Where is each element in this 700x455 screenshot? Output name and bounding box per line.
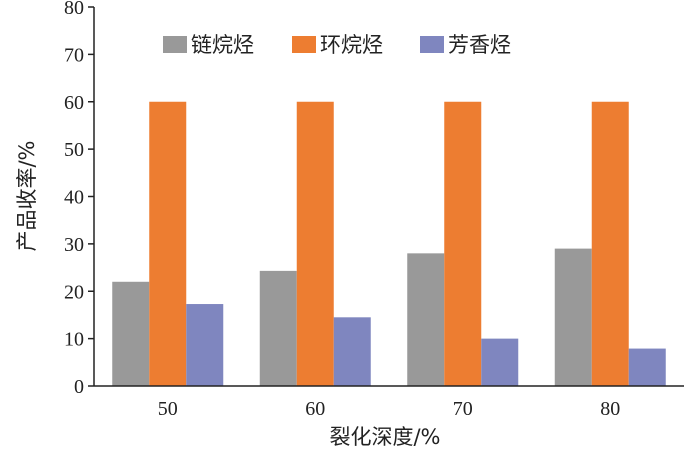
bar-3-50 — [186, 304, 224, 386]
x-tick-label: 70 — [453, 398, 473, 420]
legend-label-3: 芳香烃 — [448, 33, 511, 57]
y-tick-label: 20 — [64, 281, 84, 303]
x-tick-label: 80 — [600, 398, 620, 420]
bar-2-80 — [591, 101, 629, 386]
bar-1-70 — [407, 253, 445, 386]
y-tick-label: 60 — [64, 92, 84, 114]
legend-swatch-3 — [420, 36, 444, 53]
y-tick-label: 40 — [64, 187, 84, 209]
x-tick-label: 50 — [158, 398, 178, 420]
x-tick-label: 60 — [305, 398, 325, 420]
legend-label-2: 环烷烃 — [320, 33, 383, 57]
x-ticks: 50 60 70 80 — [158, 398, 621, 420]
bars-layer — [112, 101, 666, 386]
bar-1-60 — [259, 270, 297, 386]
y-tick-label: 0 — [74, 376, 84, 398]
legend: 链烷烃 环烷烃 芳香烃 — [163, 33, 511, 57]
x-axis-title: 裂化深度/% — [329, 425, 440, 449]
bar-1-50 — [112, 281, 150, 386]
bar-2-50 — [149, 101, 187, 386]
legend-swatch-1 — [163, 36, 187, 53]
bar-3-70 — [481, 338, 519, 386]
y-ticks: 0 10 20 30 40 50 60 70 80 — [64, 0, 94, 398]
y-tick-label: 30 — [64, 234, 84, 256]
legend-swatch-2 — [292, 36, 316, 53]
bar-3-60 — [333, 317, 371, 386]
bar-1-80 — [554, 248, 592, 386]
y-tick-label: 50 — [64, 139, 84, 161]
bar-3-80 — [628, 348, 666, 386]
y-tick-label: 80 — [64, 0, 84, 19]
y-tick-label: 10 — [64, 329, 84, 351]
bar-2-60 — [296, 101, 334, 386]
y-tick-label: 70 — [64, 44, 84, 66]
bar-2-70 — [444, 101, 482, 386]
y-axis-title: 产品收率/% — [15, 140, 39, 251]
legend-label-1: 链烷烃 — [191, 33, 254, 57]
